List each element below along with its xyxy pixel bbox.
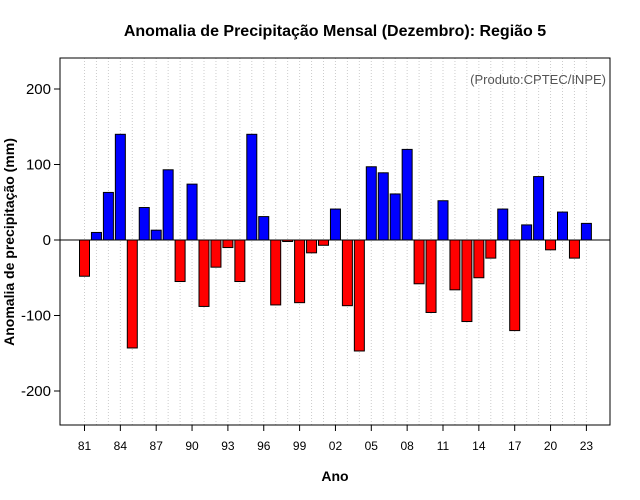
x-tick-label: 87: [150, 439, 164, 453]
bar-2018: [521, 224, 533, 241]
x-axis: 81 84 87 90 93 96 99 02 05 08 11 14 17 20 23: [78, 425, 594, 453]
bar-2004: [353, 239, 365, 352]
y-tick-label: -200: [21, 383, 51, 400]
x-tick-label: 93: [221, 439, 235, 453]
x-tick-label: 81: [78, 439, 92, 453]
x-tick-label: 08: [400, 439, 414, 453]
bar-1984: [114, 133, 126, 241]
x-tick-label: 99: [293, 439, 307, 453]
bar-1986: [138, 207, 150, 241]
bar-1998: [282, 239, 294, 243]
y-tick-label: 100: [26, 157, 51, 174]
bar-2003: [341, 239, 353, 307]
bar-1987: [150, 229, 162, 241]
bar-2021: [557, 211, 568, 241]
bar-1988: [162, 169, 174, 241]
bar-2002: [329, 208, 341, 241]
bar-2000: [306, 239, 318, 254]
bar-1999: [294, 239, 306, 304]
x-tick-label: 11: [437, 439, 450, 453]
x-tick-label: 84: [114, 439, 128, 453]
bar-2014: [473, 239, 485, 279]
bar-2020: [545, 239, 557, 251]
x-tick-label: 20: [544, 439, 558, 453]
x-tick-label: 05: [365, 439, 379, 453]
bar-1994: [234, 239, 246, 283]
bar-1992: [210, 239, 222, 268]
bar-1985: [126, 239, 138, 349]
bar-2011: [437, 200, 449, 241]
bar-2013: [461, 239, 473, 323]
bar-2022: [568, 239, 580, 259]
bar-1996: [258, 216, 270, 241]
y-axis: -200 -100 0 100 200: [21, 81, 60, 400]
x-tick-label: 96: [257, 439, 271, 453]
x-tick-label: 17: [508, 439, 522, 453]
y-axis-label: Anomalia de precipitação (mm): [1, 138, 17, 346]
x-tick-label: 02: [329, 439, 343, 453]
bar-1990: [186, 183, 198, 241]
y-tick-label: 0: [43, 232, 51, 249]
bar-1997: [270, 239, 282, 306]
bar-1995: [246, 133, 258, 241]
bar-2007: [389, 193, 401, 241]
bar-2005: [365, 166, 377, 241]
bars: [79, 133, 592, 352]
source-annotation: (Produto:CPTEC/INPE): [470, 72, 606, 87]
bar-1983: [102, 191, 114, 241]
x-tick-label: 90: [185, 439, 199, 453]
chart-title: Anomalia de Precipitação Mensal (Dezembr…: [124, 23, 546, 40]
bar-2009: [413, 239, 425, 285]
x-tick-label: 14: [472, 439, 486, 453]
bar-1991: [198, 239, 210, 307]
bar-2001: [318, 239, 329, 246]
bar-2006: [377, 172, 389, 241]
bar-2015: [485, 239, 497, 259]
y-tick-label: 200: [26, 81, 51, 98]
bar-2017: [509, 239, 521, 332]
bar-1982: [90, 231, 102, 241]
bar-2019: [533, 176, 545, 241]
bar-1993: [222, 239, 234, 249]
bar-2008: [401, 148, 413, 241]
y-tick-label: -100: [21, 308, 51, 325]
bar-2012: [449, 239, 461, 291]
x-tick-label: 23: [580, 439, 594, 453]
bar-1989: [174, 239, 186, 283]
x-axis-label: Ano: [321, 468, 348, 484]
bar-1981: [79, 239, 90, 277]
bar-2016: [497, 208, 509, 241]
bar-2010: [425, 239, 437, 313]
bar-2023: [580, 222, 592, 241]
